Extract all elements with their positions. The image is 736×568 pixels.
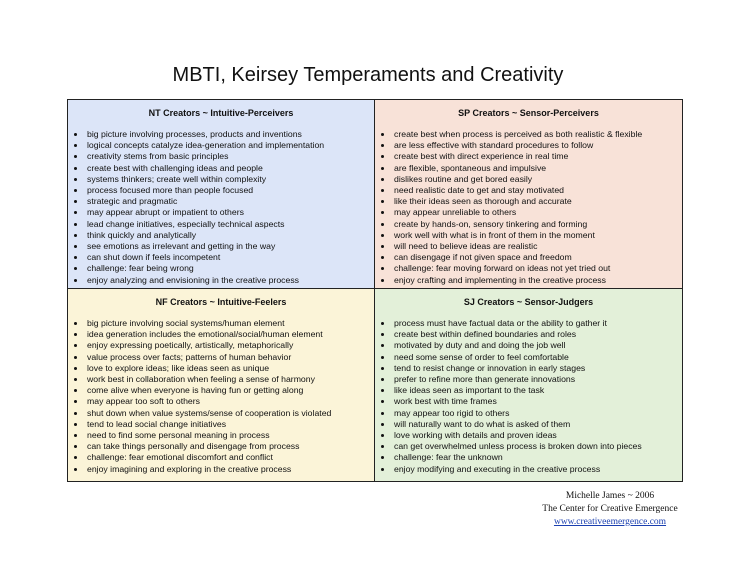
- trait-item: are flexible, spontaneous and impulsive: [393, 163, 682, 174]
- trait-item: shut down when value systems/sense of co…: [86, 408, 374, 419]
- quadrant-heading: SP Creators ~ Sensor-Perceivers: [458, 108, 599, 118]
- trait-item: tend to lead social change initiatives: [86, 419, 374, 430]
- trait-item: create best with direct experience in re…: [393, 151, 682, 162]
- trait-item: may appear too rigid to others: [393, 408, 682, 419]
- trait-item: are less effective with standard procedu…: [393, 140, 682, 151]
- trait-item: need some sense of order to feel comfort…: [393, 352, 682, 363]
- organization: The Center for Creative Emergence: [542, 504, 678, 514]
- quadrant: NF Creators ~ Intuitive-Feelers big pictu…: [68, 288, 374, 481]
- trait-item: enjoy modifying and executing in the cre…: [393, 464, 682, 475]
- trait-item: process focused more than people focused: [86, 185, 374, 196]
- trait-item: work well with what is in front of them …: [393, 230, 682, 241]
- trait-item: can take things personally and disengage…: [86, 441, 374, 452]
- trait-item: can disengage if not given space and fre…: [393, 252, 682, 263]
- trait-item: motivated by duty and and doing the job …: [393, 340, 682, 351]
- author: Michelle James ~ 2006: [565, 491, 655, 501]
- trait-item: process must have factual data or the ab…: [393, 318, 682, 329]
- trait-list: big picture involving social systems/hum…: [68, 318, 374, 475]
- trait-item: create best when process is perceived as…: [393, 129, 682, 140]
- trait-item: need realistic date to get and stay moti…: [393, 185, 682, 196]
- trait-item: lead change initiatives, especially tech…: [86, 219, 374, 230]
- trait-item: strategic and pragmatic: [86, 196, 374, 207]
- trait-item: enjoy imagining and exploring in the cre…: [86, 464, 374, 475]
- trait-item: can get overwhelmed unless process is br…: [393, 441, 682, 452]
- trait-item: work best in collaboration when feeling …: [86, 374, 374, 385]
- trait-item: systems thinkers; create well within com…: [86, 174, 374, 185]
- trait-item: come alive when everyone is having fun o…: [86, 385, 374, 396]
- trait-item: love to explore ideas; like ideas seen a…: [86, 363, 374, 374]
- trait-item: create best within defined boundaries an…: [393, 329, 682, 340]
- quadrant: SJ Creators ~ Sensor-Judgers process must…: [374, 288, 682, 481]
- trait-item: big picture involving social systems/hum…: [86, 318, 374, 329]
- trait-item: love working with details and proven ide…: [393, 430, 682, 441]
- trait-item: create by hands-on, sensory tinkering an…: [393, 219, 682, 230]
- trait-item: like ideas seen as important to the task: [393, 385, 682, 396]
- quadrant: NT Creators ~ Intuitive-Perceivers big pi…: [68, 100, 374, 288]
- website-link[interactable]: www.creativeemergence.com: [553, 517, 667, 527]
- quadrant-heading: NF Creators ~ Intuitive-Feelers: [155, 297, 287, 307]
- trait-list: create best when process is perceived as…: [375, 129, 682, 286]
- trait-item: create best with challenging ideas and p…: [86, 163, 374, 174]
- trait-item: challenge: fear moving forward on ideas …: [393, 263, 682, 274]
- trait-item: challenge: fear the unknown: [393, 452, 682, 463]
- temperament-grid: NT Creators ~ Intuitive-Perceivers big pi…: [67, 99, 683, 482]
- trait-item: will need to believe ideas are realistic: [393, 241, 682, 252]
- trait-list: big picture involving processes, product…: [68, 129, 374, 286]
- quadrant-heading: SJ Creators ~ Sensor-Judgers: [463, 297, 594, 307]
- trait-item: tend to resist change or innovation in e…: [393, 363, 682, 374]
- trait-item: creativity stems from basic principles: [86, 151, 374, 162]
- trait-item: may appear too soft to others: [86, 396, 374, 407]
- trait-item: need to find some personal meaning in pr…: [86, 430, 374, 441]
- title: MBTI, Keirsey Temperaments and Creativit…: [172, 64, 564, 86]
- trait-item: dislikes routine and get bored easily: [393, 174, 682, 185]
- trait-item: work best with time frames: [393, 396, 682, 407]
- trait-item: think quickly and analytically: [86, 230, 374, 241]
- trait-item: prefer to refine more than generate inno…: [393, 374, 682, 385]
- quadrant: SP Creators ~ Sensor-Perceivers create be…: [374, 100, 682, 288]
- trait-item: enjoy expressing poetically, artisticall…: [86, 340, 374, 351]
- trait-item: logical concepts catalyze idea-generatio…: [86, 140, 374, 151]
- trait-item: will naturally want to do what is asked …: [393, 419, 682, 430]
- trait-item: like their ideas seen as thorough and ac…: [393, 196, 682, 207]
- trait-item: enjoy crafting and implementing in the c…: [393, 275, 682, 286]
- trait-item: idea generation includes the emotional/s…: [86, 329, 374, 340]
- trait-item: may appear abrupt or impatient to others: [86, 207, 374, 218]
- trait-item: challenge: fear emotional discomfort and…: [86, 452, 374, 463]
- footer: Michelle James ~ 2006 The Center for Cre…: [520, 490, 700, 529]
- trait-item: see emotions as irrelevant and getting i…: [86, 241, 374, 252]
- trait-list: process must have factual data or the ab…: [375, 318, 682, 475]
- trait-item: challenge: fear being wrong: [86, 263, 374, 274]
- trait-item: may appear unreliable to others: [393, 207, 682, 218]
- trait-item: enjoy analyzing and envisioning in the c…: [86, 275, 374, 286]
- trait-item: big picture involving processes, product…: [86, 129, 374, 140]
- trait-item: value process over facts; patterns of hu…: [86, 352, 374, 363]
- trait-item: can shut down if feels incompetent: [86, 252, 374, 263]
- quadrant-heading: NT Creators ~ Intuitive-Perceivers: [148, 108, 294, 118]
